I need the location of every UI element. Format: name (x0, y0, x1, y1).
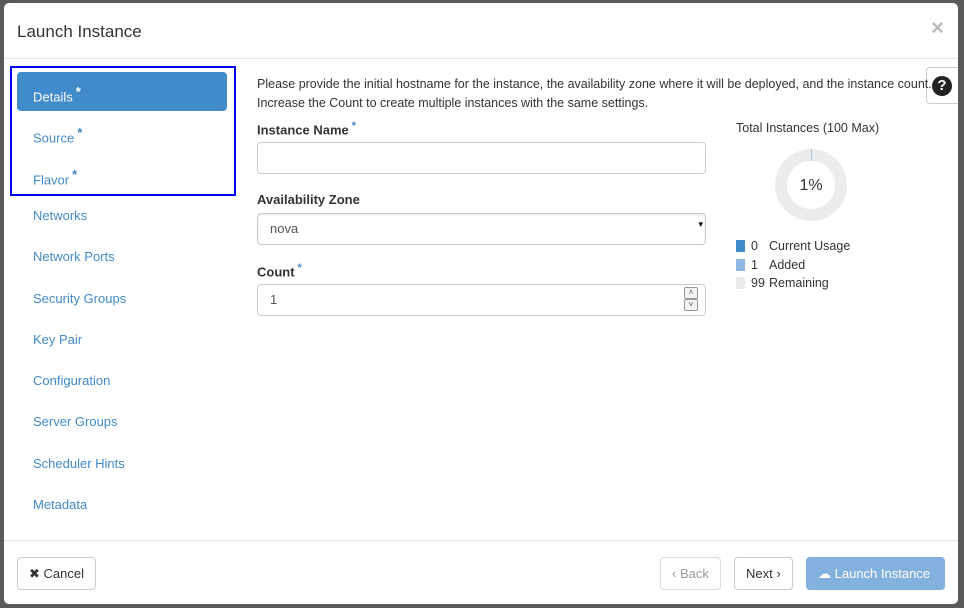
count-label: Count * (257, 262, 302, 279)
legend-value: 0 (751, 239, 758, 254)
availability-zone-select[interactable]: nova ▾ (257, 213, 706, 245)
legend-swatch (736, 277, 745, 290)
label-text: Count (257, 264, 295, 280)
selected-value: nova (270, 221, 299, 236)
cloud-upload-icon: ☁ (818, 566, 835, 581)
nav-item-label: Key Pair (33, 332, 83, 347)
launch-instance-modal: Launch Instance × Details * Source * Flavor *… (4, 3, 958, 604)
instance-name-label: Instance Name * (257, 120, 356, 137)
nav-item-label: Flavor (33, 172, 70, 188)
launch-instance-button[interactable]: ☁ Launch Instance (806, 557, 945, 590)
description: Please provide the initial hostname for … (257, 77, 932, 110)
availability-zone-label: Availability Zone (257, 192, 360, 207)
nav-item-networks[interactable]: Networks (17, 196, 227, 235)
nav-item-scheduler-hints[interactable]: Scheduler Hints (17, 444, 227, 483)
wizard-nav: Details * Source * Flavor * Networks Network Po… (10, 66, 237, 526)
close-icon: ✖ (29, 566, 44, 581)
legend-label: Current Usage (769, 239, 851, 254)
help-button[interactable]: ? (926, 67, 958, 104)
required-marker: * (72, 167, 78, 182)
nav-item-label: Configuration (33, 373, 111, 388)
chart-title: Total Instances (100 Max) (736, 121, 880, 135)
legend-item: 99 Remaining (736, 274, 850, 293)
nav-item-network-ports[interactable]: Network Ports (17, 237, 227, 276)
modal-header: Launch Instance × (4, 3, 958, 59)
legend-label: Added (769, 257, 806, 272)
legend-item: 1 Added (736, 256, 850, 275)
legend-value: 1 (751, 257, 758, 272)
nav-item-metadata[interactable]: Metadata (17, 485, 227, 524)
required-marker: * (75, 84, 81, 99)
required-marker: * (351, 120, 356, 132)
added-arc (775, 149, 847, 221)
instances-quota-chart: Total Instances (100 Max) 1% 0 Current Us… (736, 121, 936, 290)
legend-value: 99 (751, 276, 765, 291)
modal-title: Launch Instance (17, 22, 142, 41)
nav-item-label: Source (33, 130, 75, 146)
nav-item-label: Security Groups (33, 291, 127, 306)
nav-item-configuration[interactable]: Configuration (17, 361, 227, 400)
quota-donut: 1% (775, 149, 847, 221)
count-input[interactable]: 1 ˄ ˅ (257, 284, 706, 316)
count-stepper[interactable]: ˄ ˅ (684, 287, 698, 312)
modal-footer: ✖ Cancel ‹ Back Next › ☁ Launch Instance (4, 540, 958, 604)
nav-item-security-groups[interactable]: Security Groups (17, 279, 227, 318)
question-icon: ? (932, 76, 952, 96)
percent-label: 1% (799, 177, 822, 194)
cancel-button[interactable]: ✖ Cancel (17, 557, 96, 590)
nav-item-label: Server Groups (33, 414, 118, 429)
nav-item-label: Networks (33, 208, 88, 223)
nav-item-details[interactable]: Details * (17, 72, 227, 111)
legend-swatch (736, 240, 745, 253)
required-marker: * (297, 262, 302, 274)
launch-label: Launch Instance (834, 566, 931, 581)
close-icon[interactable]: × (931, 15, 944, 40)
nav-item-label: Metadata (33, 497, 88, 512)
increment-icon[interactable]: ˄ (684, 287, 698, 299)
decrement-icon[interactable]: ˅ (684, 299, 698, 311)
instance-name-input[interactable] (257, 142, 706, 174)
legend-swatch (736, 258, 745, 271)
nav-item-label: Scheduler Hints (33, 456, 125, 471)
next-button[interactable]: Next › (734, 557, 793, 590)
back-button[interactable]: ‹ Back (660, 557, 721, 590)
nav-item-label: Network Ports (33, 249, 115, 264)
required-marker: * (77, 125, 83, 140)
chart-legend: 0 Current Usage 1 Added 99 Remaining (736, 237, 850, 293)
label-text: Instance Name (257, 122, 349, 138)
count-value: 1 (270, 292, 278, 307)
cancel-label: Cancel (43, 566, 84, 581)
nav-item-key-pair[interactable]: Key Pair (17, 320, 227, 359)
legend-item: 0 Current Usage (736, 237, 850, 256)
nav-item-flavor[interactable]: Flavor * (17, 155, 227, 194)
nav-item-label: Details (33, 89, 73, 105)
dropdown-arrow-icon: ▾ (698, 219, 703, 229)
nav-item-server-groups[interactable]: Server Groups (17, 402, 227, 441)
legend-label: Remaining (769, 276, 829, 291)
nav-item-source[interactable]: Source * (17, 113, 227, 152)
